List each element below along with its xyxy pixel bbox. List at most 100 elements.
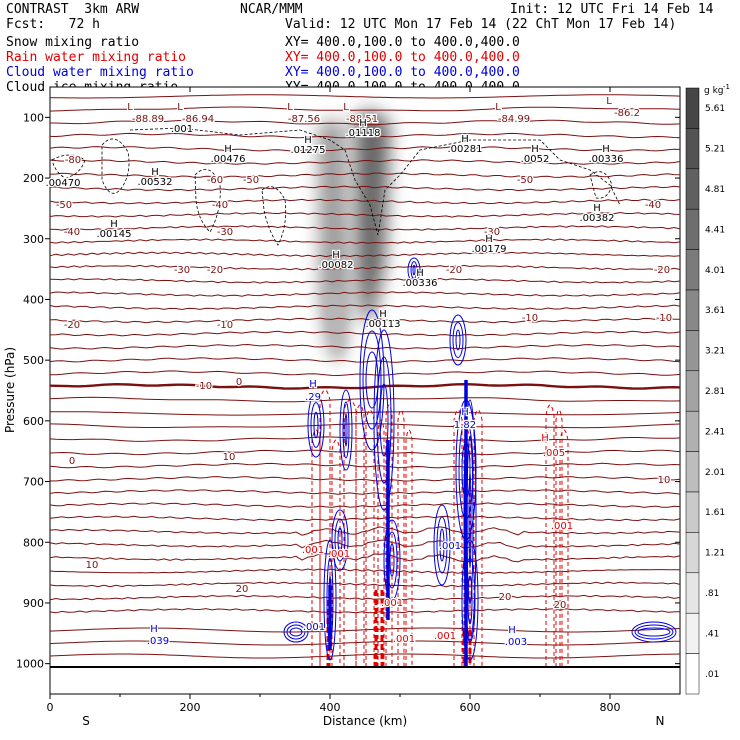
cloud-contour <box>331 509 349 571</box>
rain-extremum-letter: H <box>541 433 549 444</box>
cloud-contour <box>365 351 379 409</box>
extremum-value: -87.56 <box>288 114 320 125</box>
extremum-value: .00281 <box>448 144 483 155</box>
colorbar-swatch <box>685 491 700 533</box>
cloud-label: .001 <box>303 622 325 633</box>
extremum-value: .00382 <box>580 213 615 224</box>
colorbar-swatch <box>685 330 700 372</box>
cloud-contour <box>383 519 401 601</box>
field-rain-name: Rain water mixing ratio <box>6 50 187 65</box>
cloud-contour <box>407 257 421 283</box>
y-tick-label: 900 <box>23 597 44 610</box>
isotherm-line <box>49 607 681 614</box>
isotherm-line <box>49 211 681 218</box>
y-tick-label: 100 <box>23 111 44 124</box>
cloud-water-contours <box>283 257 677 667</box>
isotherm-label: 10 <box>658 475 671 486</box>
isotherm-label: 10 <box>86 560 99 571</box>
cloud-contour <box>452 322 464 358</box>
colorbar-swatch <box>685 532 700 574</box>
cloud-label: .29 <box>305 392 321 403</box>
cloud-extremum-letter: H <box>309 379 317 390</box>
field-snow-xy: XY= 400.0,100.0 to 400.0,400.0 <box>285 35 520 50</box>
isotherm-line <box>49 627 681 633</box>
cloud-contour <box>307 392 325 458</box>
isotherm-line <box>49 382 681 390</box>
isotherm-line <box>49 594 681 601</box>
isotherm-label: -20 <box>654 265 670 276</box>
cloud-extremum-value: 1.82 <box>454 420 476 431</box>
cloud-contour <box>449 314 467 366</box>
extremum-value: .00179 <box>472 244 507 255</box>
isotherm-label: -30 <box>174 265 190 276</box>
extremum-value: .00336 <box>589 154 624 165</box>
isotherm-label: -40 <box>64 227 80 238</box>
isotherm-label: -60 <box>207 175 223 186</box>
extremum-letter: H <box>110 219 118 230</box>
cloud-extremum-letter: H <box>461 407 469 418</box>
field-cloud-water-name: Cloud water mixing ratio <box>6 65 194 80</box>
ice-label: .001 <box>171 124 193 135</box>
cloud-contour <box>631 621 677 643</box>
cloud-label: .039 <box>147 636 169 647</box>
cloud-contour <box>461 539 479 661</box>
colorbar-label: 2.81 <box>705 387 725 397</box>
y-tick-label: 200 <box>23 172 44 185</box>
extremum-value: -88.89 <box>132 114 164 125</box>
colorbar-label: 1.61 <box>705 508 725 518</box>
colorbar-label: 3.61 <box>705 306 725 316</box>
colorbar-label: 4.81 <box>705 185 725 195</box>
rain-contour <box>559 429 569 667</box>
colorbar-label: 4.41 <box>705 225 725 235</box>
isotherm-line <box>49 526 681 536</box>
colorbar-swatch <box>685 128 700 170</box>
extremum-value: .00113 <box>366 319 401 330</box>
isotherm-label: -50 <box>243 175 259 186</box>
isotherm-line <box>49 317 681 324</box>
colorbar-swatch <box>685 289 700 331</box>
cloud-contour <box>468 471 472 569</box>
rain-label: .001 <box>393 634 415 645</box>
isotherm-line <box>49 251 681 258</box>
cloud-contour <box>379 383 389 457</box>
colorbar-unit: g kg <box>704 86 724 96</box>
cloud-contour <box>344 413 348 447</box>
colorbar-swatch <box>685 653 700 695</box>
x-axis-label: Distance (km) <box>323 714 407 728</box>
extremum-value: -86.94 <box>182 114 214 125</box>
extremum-value: .00476 <box>211 154 246 165</box>
isotherm-label: 0 <box>69 456 75 467</box>
x-tick-label: 400 <box>320 701 341 714</box>
cloud-contour <box>289 627 303 637</box>
cloud-contour <box>323 539 337 661</box>
isotherm-line <box>49 489 681 495</box>
y-tick-label: 400 <box>23 293 44 306</box>
rain-label: .001 <box>302 545 324 556</box>
isotherm-label: -10 <box>217 320 233 331</box>
colorbar-label: 4.01 <box>705 266 725 276</box>
colorbar-swatch <box>685 208 700 250</box>
cloud-contour <box>634 624 674 640</box>
extremum-letter: H <box>332 250 340 261</box>
x-tick-label: 200 <box>180 701 201 714</box>
extremum-letter: H <box>531 144 539 155</box>
cloud-contour <box>362 330 382 430</box>
x-axis-right-end-label: N <box>656 714 665 728</box>
extremum-letter: H <box>593 203 601 214</box>
rain-contour <box>355 404 365 667</box>
isotherm-line <box>49 185 681 192</box>
rain-label: .001 <box>381 598 403 609</box>
isotherm-label: -40 <box>212 200 228 211</box>
isotherm-line <box>49 581 681 588</box>
isotherm-line <box>49 225 681 231</box>
isotherm-label: -20 <box>207 265 223 276</box>
extremum-value: .01275 <box>291 145 326 156</box>
isotherm-line <box>49 172 681 178</box>
colorbar: g kg -1 5.61 5.21 4.81 4.41 4.01 3.61 3.21 2.81… <box>685 83 730 695</box>
field-snow-name: Snow mixing ratio <box>6 35 140 50</box>
isotherm-label: -30 <box>217 227 233 238</box>
cloud-contour <box>339 389 353 471</box>
cloud-extremum-letter: H <box>508 625 516 636</box>
isotherm-line <box>49 277 681 284</box>
